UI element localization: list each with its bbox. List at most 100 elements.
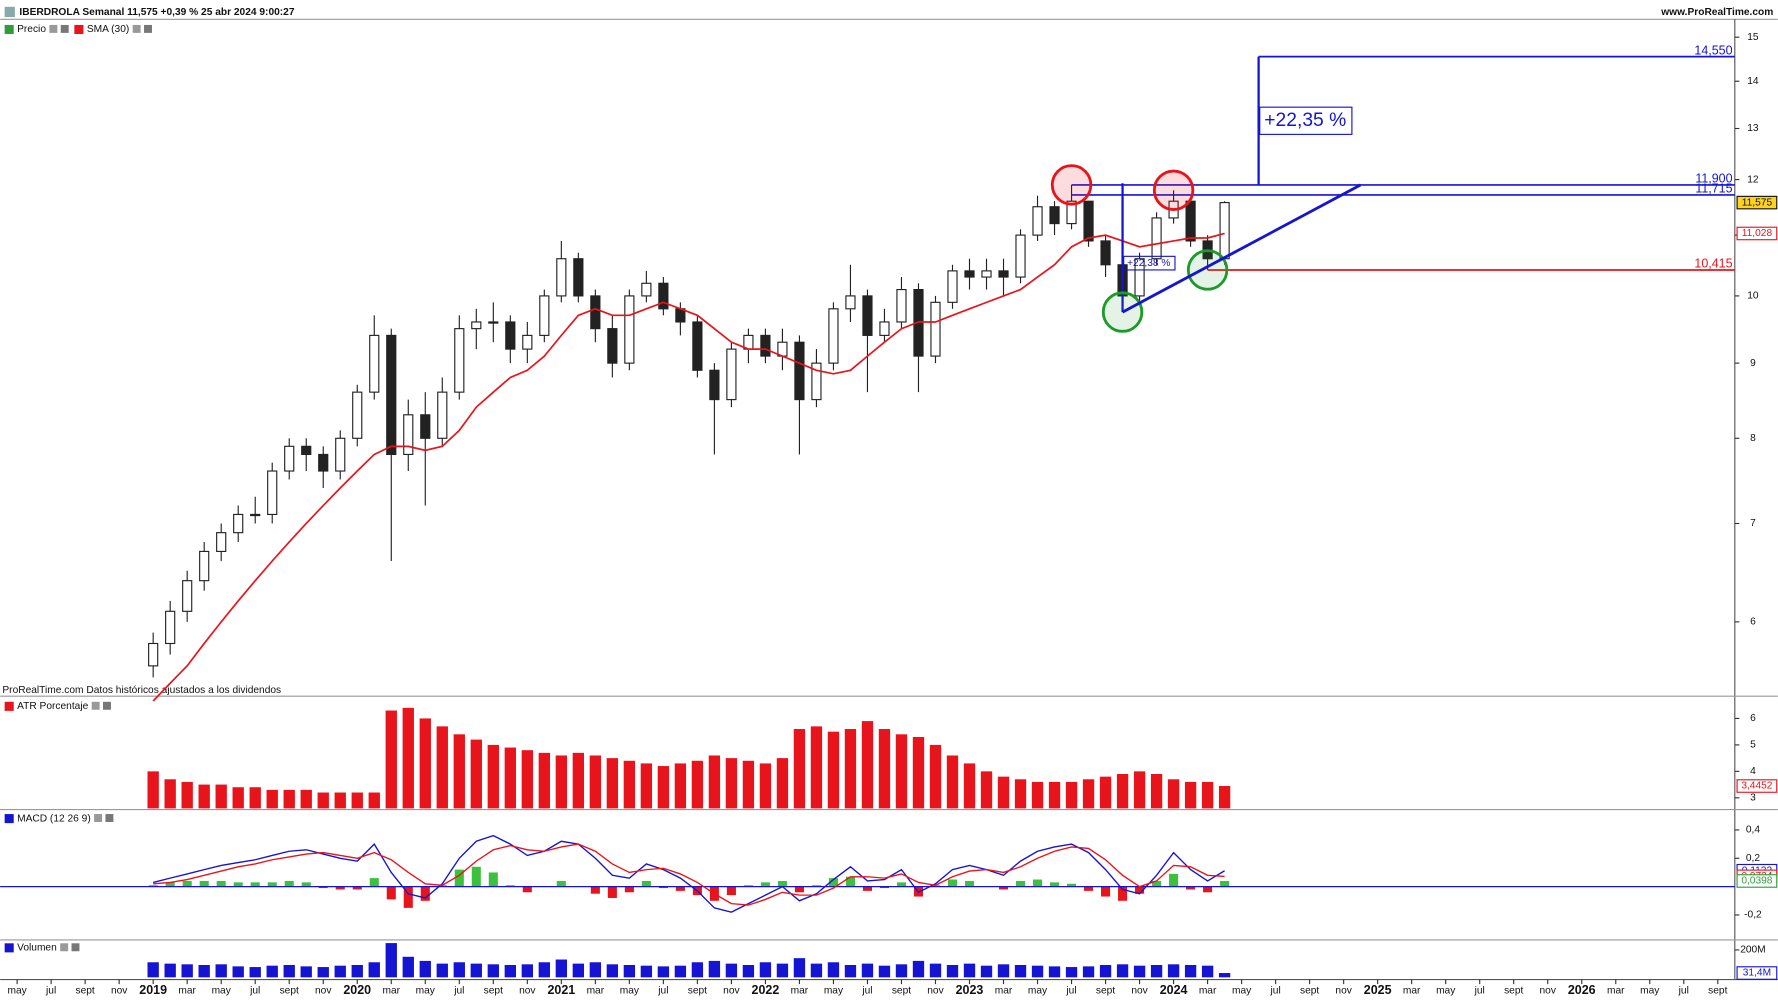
bar	[776, 963, 789, 978]
bar	[232, 787, 244, 809]
add-icon[interactable]	[71, 943, 80, 952]
x-tick-label: may	[1028, 986, 1048, 997]
bar	[1184, 781, 1197, 809]
x-tick-label: mar	[995, 986, 1013, 997]
histogram-bar	[182, 880, 192, 887]
y-tick-label: 200M	[1740, 945, 1765, 956]
bar	[470, 963, 482, 978]
settings-icon[interactable]	[94, 814, 103, 822]
histogram-bar	[471, 866, 481, 887]
x-tick-label: sept	[1708, 986, 1727, 997]
histogram-bar	[794, 886, 804, 893]
candle-body	[335, 437, 346, 472]
menu-icon[interactable]	[4, 6, 15, 18]
histogram-bar	[998, 886, 1009, 890]
axis-marker-label: 31,4M	[1743, 968, 1771, 979]
histogram-bar	[284, 880, 294, 887]
bar	[317, 967, 329, 978]
axis-marker-box	[1736, 874, 1778, 888]
bar	[1014, 965, 1027, 978]
bar	[1150, 965, 1163, 978]
bar	[555, 959, 568, 978]
bar	[232, 966, 244, 978]
candle-body	[386, 334, 397, 456]
legend-swatch	[74, 24, 84, 35]
bar	[249, 967, 261, 978]
settings-icon[interactable]	[132, 24, 141, 33]
pattern-circle	[1050, 164, 1093, 206]
candle-body	[165, 610, 176, 645]
bar	[1065, 967, 1078, 978]
candle-body	[624, 295, 635, 364]
bar	[164, 963, 176, 978]
histogram-bar	[250, 882, 260, 887]
bar	[691, 760, 704, 809]
bar	[810, 726, 823, 809]
bar	[827, 731, 840, 809]
bar	[589, 962, 602, 978]
histogram-bar	[148, 885, 158, 887]
candle-body	[862, 295, 873, 336]
bar	[742, 760, 755, 809]
bar	[929, 963, 942, 978]
bar	[963, 763, 976, 809]
x-tick-label: jul	[45, 986, 56, 997]
candle-body	[216, 532, 227, 553]
bar	[946, 755, 959, 809]
bar	[980, 965, 993, 978]
histogram-bar	[845, 876, 855, 887]
x-tick-label: jul	[249, 986, 260, 997]
x-tick-label: sept	[1504, 986, 1523, 997]
bar	[861, 963, 874, 978]
y-tick-label: 7	[1750, 518, 1756, 529]
bar	[487, 964, 499, 978]
add-icon[interactable]	[103, 701, 111, 710]
x-tick-label: jul	[1270, 986, 1281, 997]
candle-body	[250, 513, 261, 517]
histogram-bar	[216, 880, 226, 887]
bar	[385, 943, 397, 978]
bar	[980, 771, 993, 809]
bar	[266, 965, 278, 978]
bar	[436, 726, 448, 809]
bar	[521, 750, 533, 809]
settings-icon[interactable]	[60, 943, 69, 952]
add-icon[interactable]	[144, 24, 152, 33]
histogram-bar	[743, 885, 753, 887]
bar	[470, 739, 482, 809]
histogram-bar	[522, 886, 532, 893]
settings-icon[interactable]	[91, 701, 100, 710]
x-tick-label: 2025	[1364, 983, 1392, 997]
bar	[844, 965, 857, 978]
add-icon[interactable]	[105, 814, 114, 822]
x-tick-label: jul	[453, 986, 464, 997]
bar	[249, 787, 261, 809]
candle-body	[811, 362, 822, 401]
bar	[555, 755, 568, 809]
settings-icon[interactable]	[49, 24, 58, 33]
histogram-bar	[301, 882, 311, 887]
candle-body	[1100, 240, 1111, 266]
add-icon[interactable]	[60, 24, 69, 33]
bar	[759, 962, 772, 978]
bar	[1065, 781, 1078, 809]
macd-line	[153, 834, 1225, 913]
candle-body	[573, 258, 584, 297]
pattern-circle	[1186, 249, 1229, 291]
y-tick-label: 4	[1750, 766, 1756, 777]
histogram-bar	[335, 886, 345, 890]
y-tick-label: 5	[1750, 740, 1756, 751]
bar	[844, 729, 857, 809]
bar	[402, 707, 414, 809]
bar	[1031, 781, 1044, 809]
y-tick-label: 6	[1750, 713, 1756, 724]
y-tick-label: 13	[1747, 123, 1759, 134]
bar	[453, 734, 465, 809]
x-tick-label: nov	[1540, 986, 1557, 997]
axis-marker-label: 3,4452	[1741, 781, 1772, 792]
bar	[266, 789, 278, 809]
legend-label: Precio	[17, 24, 46, 35]
x-tick-label: sept	[1300, 986, 1319, 997]
bar	[487, 744, 499, 809]
